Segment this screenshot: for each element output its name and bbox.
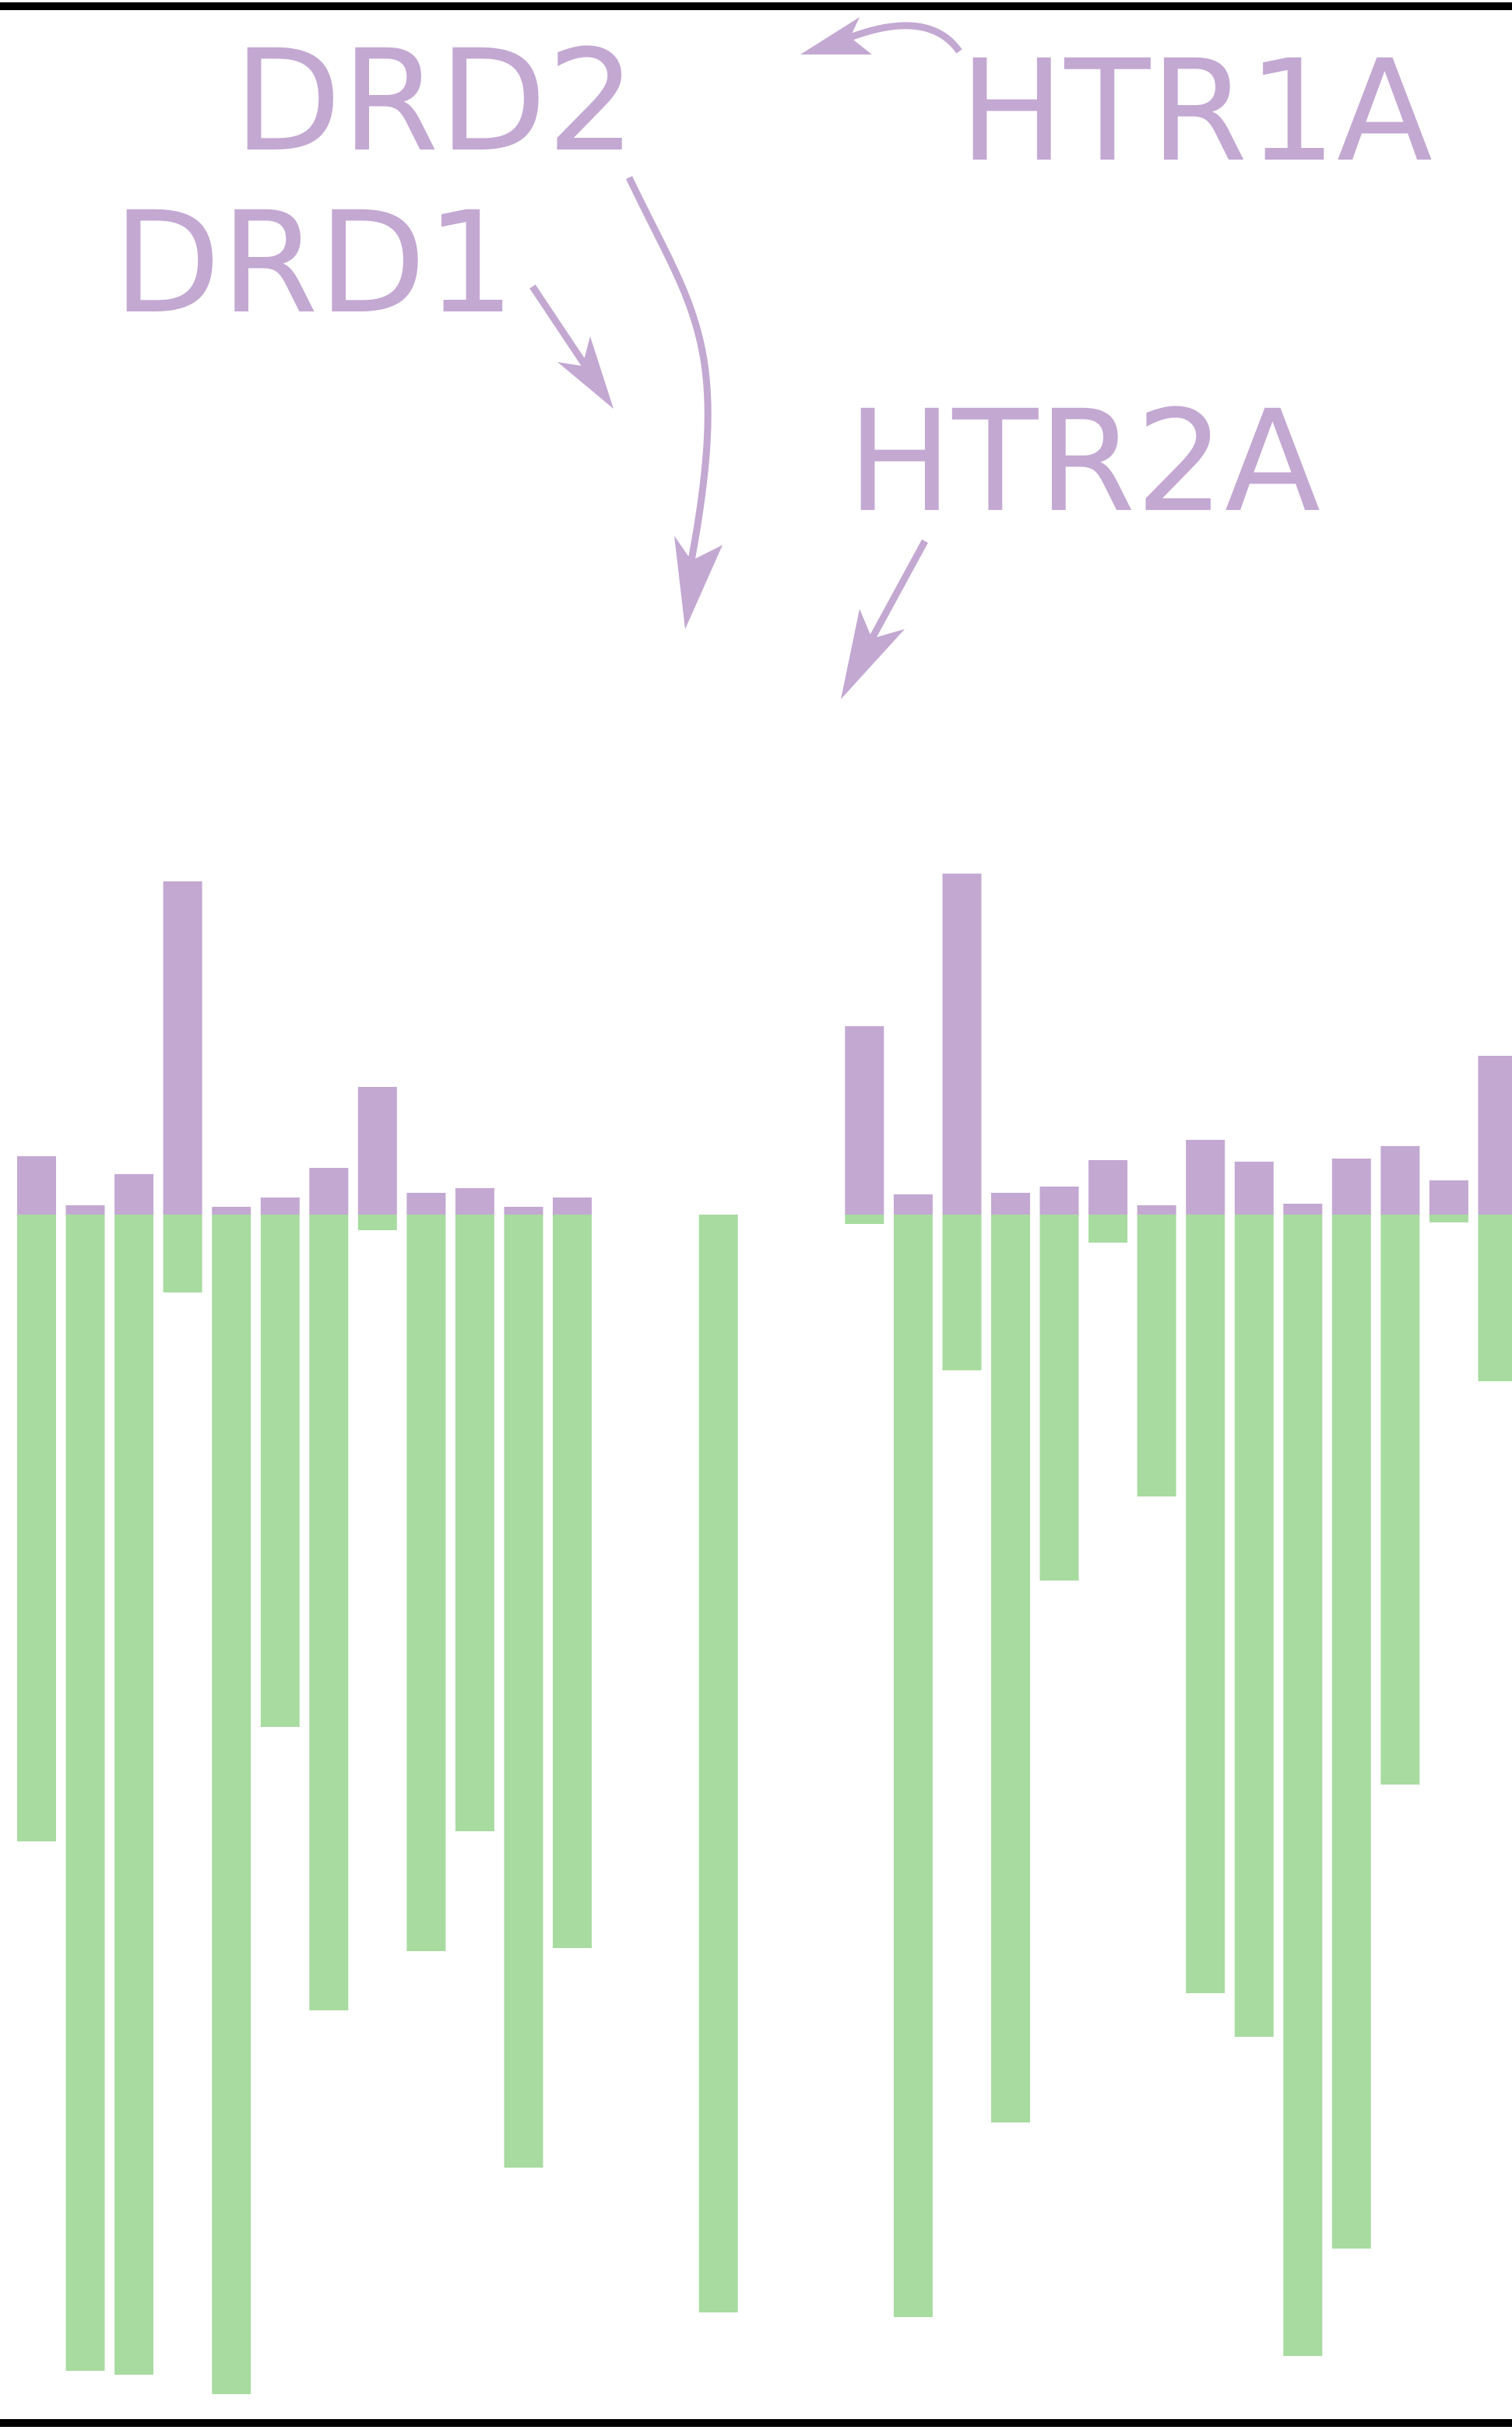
bar-positive-4 [212,1207,251,1215]
annotation-arrow-htr2a [869,539,928,641]
bar-negative-6 [309,1215,349,2010]
bar-positive-21 [1039,1187,1079,1215]
bar-positive-6 [309,1168,349,1215]
bar-positive-28 [1380,1146,1420,1215]
annotation-arrowhead-drd2 [674,536,723,629]
bar-negative-28 [1380,1215,1420,1785]
bar-positive-11 [553,1197,592,1215]
bar-negative-17 [845,1215,884,1224]
bar-positive-18 [893,1194,933,1215]
bar-positive-0 [17,1156,56,1215]
bar-positive-2 [114,1174,154,1215]
bar-positive-20 [991,1193,1030,1215]
bar-negative-30 [1478,1215,1512,1381]
bar-negative-25 [1234,1215,1274,2037]
bars-group [17,874,1512,2394]
annotation-label-drd2: DRD2 [234,20,636,183]
bar-negative-19 [942,1215,982,1370]
annotation-arrowhead-htr1a [800,17,872,55]
annotation-arrow-drd1 [529,284,589,368]
bar-positive-24 [1186,1140,1225,1215]
bar-negative-26 [1283,1215,1323,2356]
annotation-label-drd1: DRD1 [113,182,515,345]
bar-negative-3 [163,1215,202,1292]
bar-positive-25 [1234,1162,1274,1215]
bar-negative-0 [17,1215,56,1841]
annotation-arrowhead-htr2a [841,609,905,699]
bar-negative-5 [260,1215,300,1727]
bar-positive-3 [163,881,202,1215]
bar-negative-10 [504,1215,543,2168]
annotation-label-htr2a: HTR2A [847,381,1320,543]
annotation-arrow-drd2 [625,176,712,561]
bar-negative-14 [698,1215,738,2312]
bar-negative-4 [212,1215,251,2394]
bar-negative-22 [1088,1215,1128,1243]
bar-positive-1 [65,1205,105,1215]
bar-positive-17 [845,1026,884,1215]
bar-positive-22 [1088,1160,1128,1215]
bar-positive-30 [1478,1056,1512,1215]
bar-negative-18 [893,1215,933,2317]
bar-positive-10 [504,1207,543,1215]
bar-negative-20 [991,1215,1030,2122]
bar-negative-24 [1186,1215,1225,1993]
bar-negative-7 [357,1215,397,1230]
bar-negative-1 [65,1215,105,2371]
bar-positive-7 [357,1087,397,1215]
bar-negative-11 [553,1215,592,1948]
bar-negative-8 [406,1215,446,1951]
bar-negative-27 [1331,1215,1371,2249]
annotation-arrowhead-drd1 [557,336,614,409]
bar-negative-9 [455,1215,494,1831]
bar-positive-26 [1283,1204,1323,1215]
annotation-label-htr1a: HTR1A [959,30,1433,193]
bar-positive-19 [942,874,982,1215]
bar-negative-2 [114,1215,154,2375]
bar-negative-29 [1429,1215,1468,1222]
bar-positive-5 [260,1197,300,1215]
bar-positive-23 [1137,1205,1176,1215]
bar-positive-27 [1331,1159,1371,1215]
bar-negative-23 [1137,1215,1176,1496]
bar-positive-9 [455,1188,494,1215]
bar-positive-8 [406,1193,446,1215]
bar-positive-29 [1429,1180,1468,1215]
bar-negative-21 [1039,1215,1079,1581]
annotation-arrow-htr1a [849,22,962,54]
